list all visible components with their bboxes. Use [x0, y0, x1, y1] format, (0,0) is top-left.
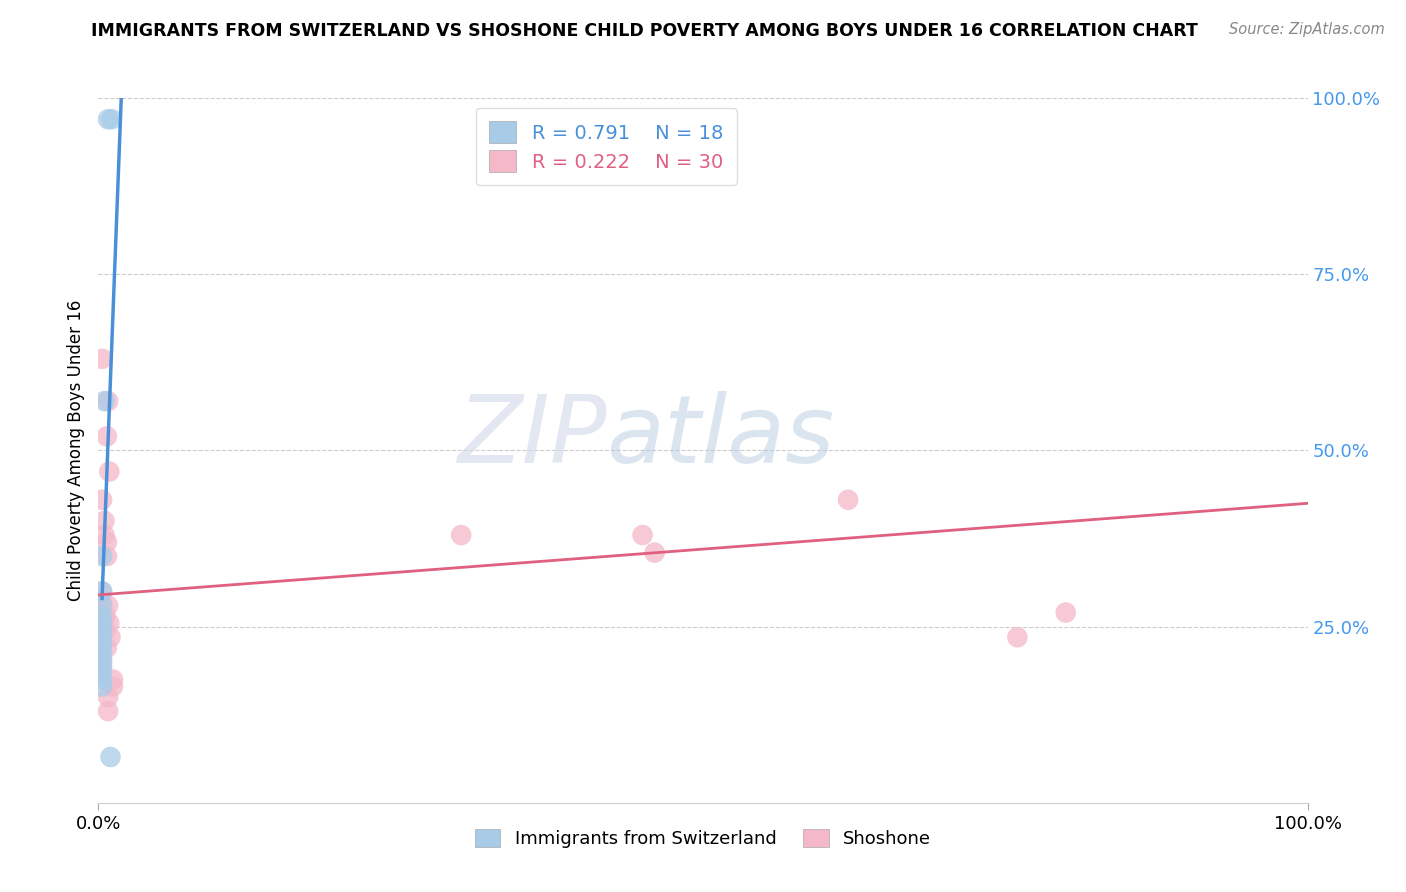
Point: [97, 394, 120, 409]
Point: [91, 606, 114, 620]
Point: [91, 623, 114, 637]
Point: [91, 658, 114, 673]
Point: [91, 492, 114, 507]
Point: [93, 514, 115, 528]
Point: [100, 112, 122, 127]
Point: [91, 599, 114, 613]
Point: [91, 549, 114, 564]
Point: [644, 546, 666, 560]
Point: [100, 630, 122, 644]
Point: [91, 609, 114, 624]
Point: [94, 623, 117, 637]
Text: Source: ZipAtlas.com: Source: ZipAtlas.com: [1229, 22, 1385, 37]
Point: [93, 394, 115, 409]
Point: [101, 680, 124, 694]
Point: [96, 429, 118, 443]
Point: [450, 528, 472, 542]
Point: [91, 662, 114, 676]
Point: [98, 465, 121, 479]
Point: [91, 655, 114, 669]
Point: [91, 584, 114, 599]
Point: [91, 584, 114, 599]
Point: [94, 609, 117, 624]
Legend: Immigrants from Switzerland, Shoshone: Immigrants from Switzerland, Shoshone: [465, 820, 941, 857]
Point: [91, 616, 114, 631]
Point: [101, 673, 124, 687]
Point: [98, 616, 121, 631]
Point: [91, 680, 114, 694]
Point: [96, 535, 118, 549]
Point: [91, 651, 114, 665]
Text: atlas: atlas: [606, 391, 835, 482]
Point: [96, 640, 118, 655]
Point: [91, 351, 114, 366]
Text: IMMIGRANTS FROM SWITZERLAND VS SHOSHONE CHILD POVERTY AMONG BOYS UNDER 16 CORREL: IMMIGRANTS FROM SWITZERLAND VS SHOSHONE …: [91, 22, 1198, 40]
Point: [97, 599, 120, 613]
Point: [91, 673, 114, 687]
Point: [91, 665, 114, 680]
Y-axis label: Child Poverty Among Boys Under 16: Child Poverty Among Boys Under 16: [66, 300, 84, 601]
Point: [1007, 630, 1029, 644]
Point: [91, 630, 114, 644]
Point: [100, 750, 122, 764]
Point: [97, 112, 120, 127]
Point: [837, 492, 859, 507]
Point: [91, 595, 114, 609]
Point: [97, 704, 120, 718]
Point: [96, 549, 118, 564]
Point: [93, 528, 115, 542]
Point: [97, 690, 120, 705]
Point: [1054, 606, 1077, 620]
Point: [91, 637, 114, 651]
Point: [91, 644, 114, 658]
Point: [631, 528, 654, 542]
Text: ZIP: ZIP: [457, 391, 606, 482]
